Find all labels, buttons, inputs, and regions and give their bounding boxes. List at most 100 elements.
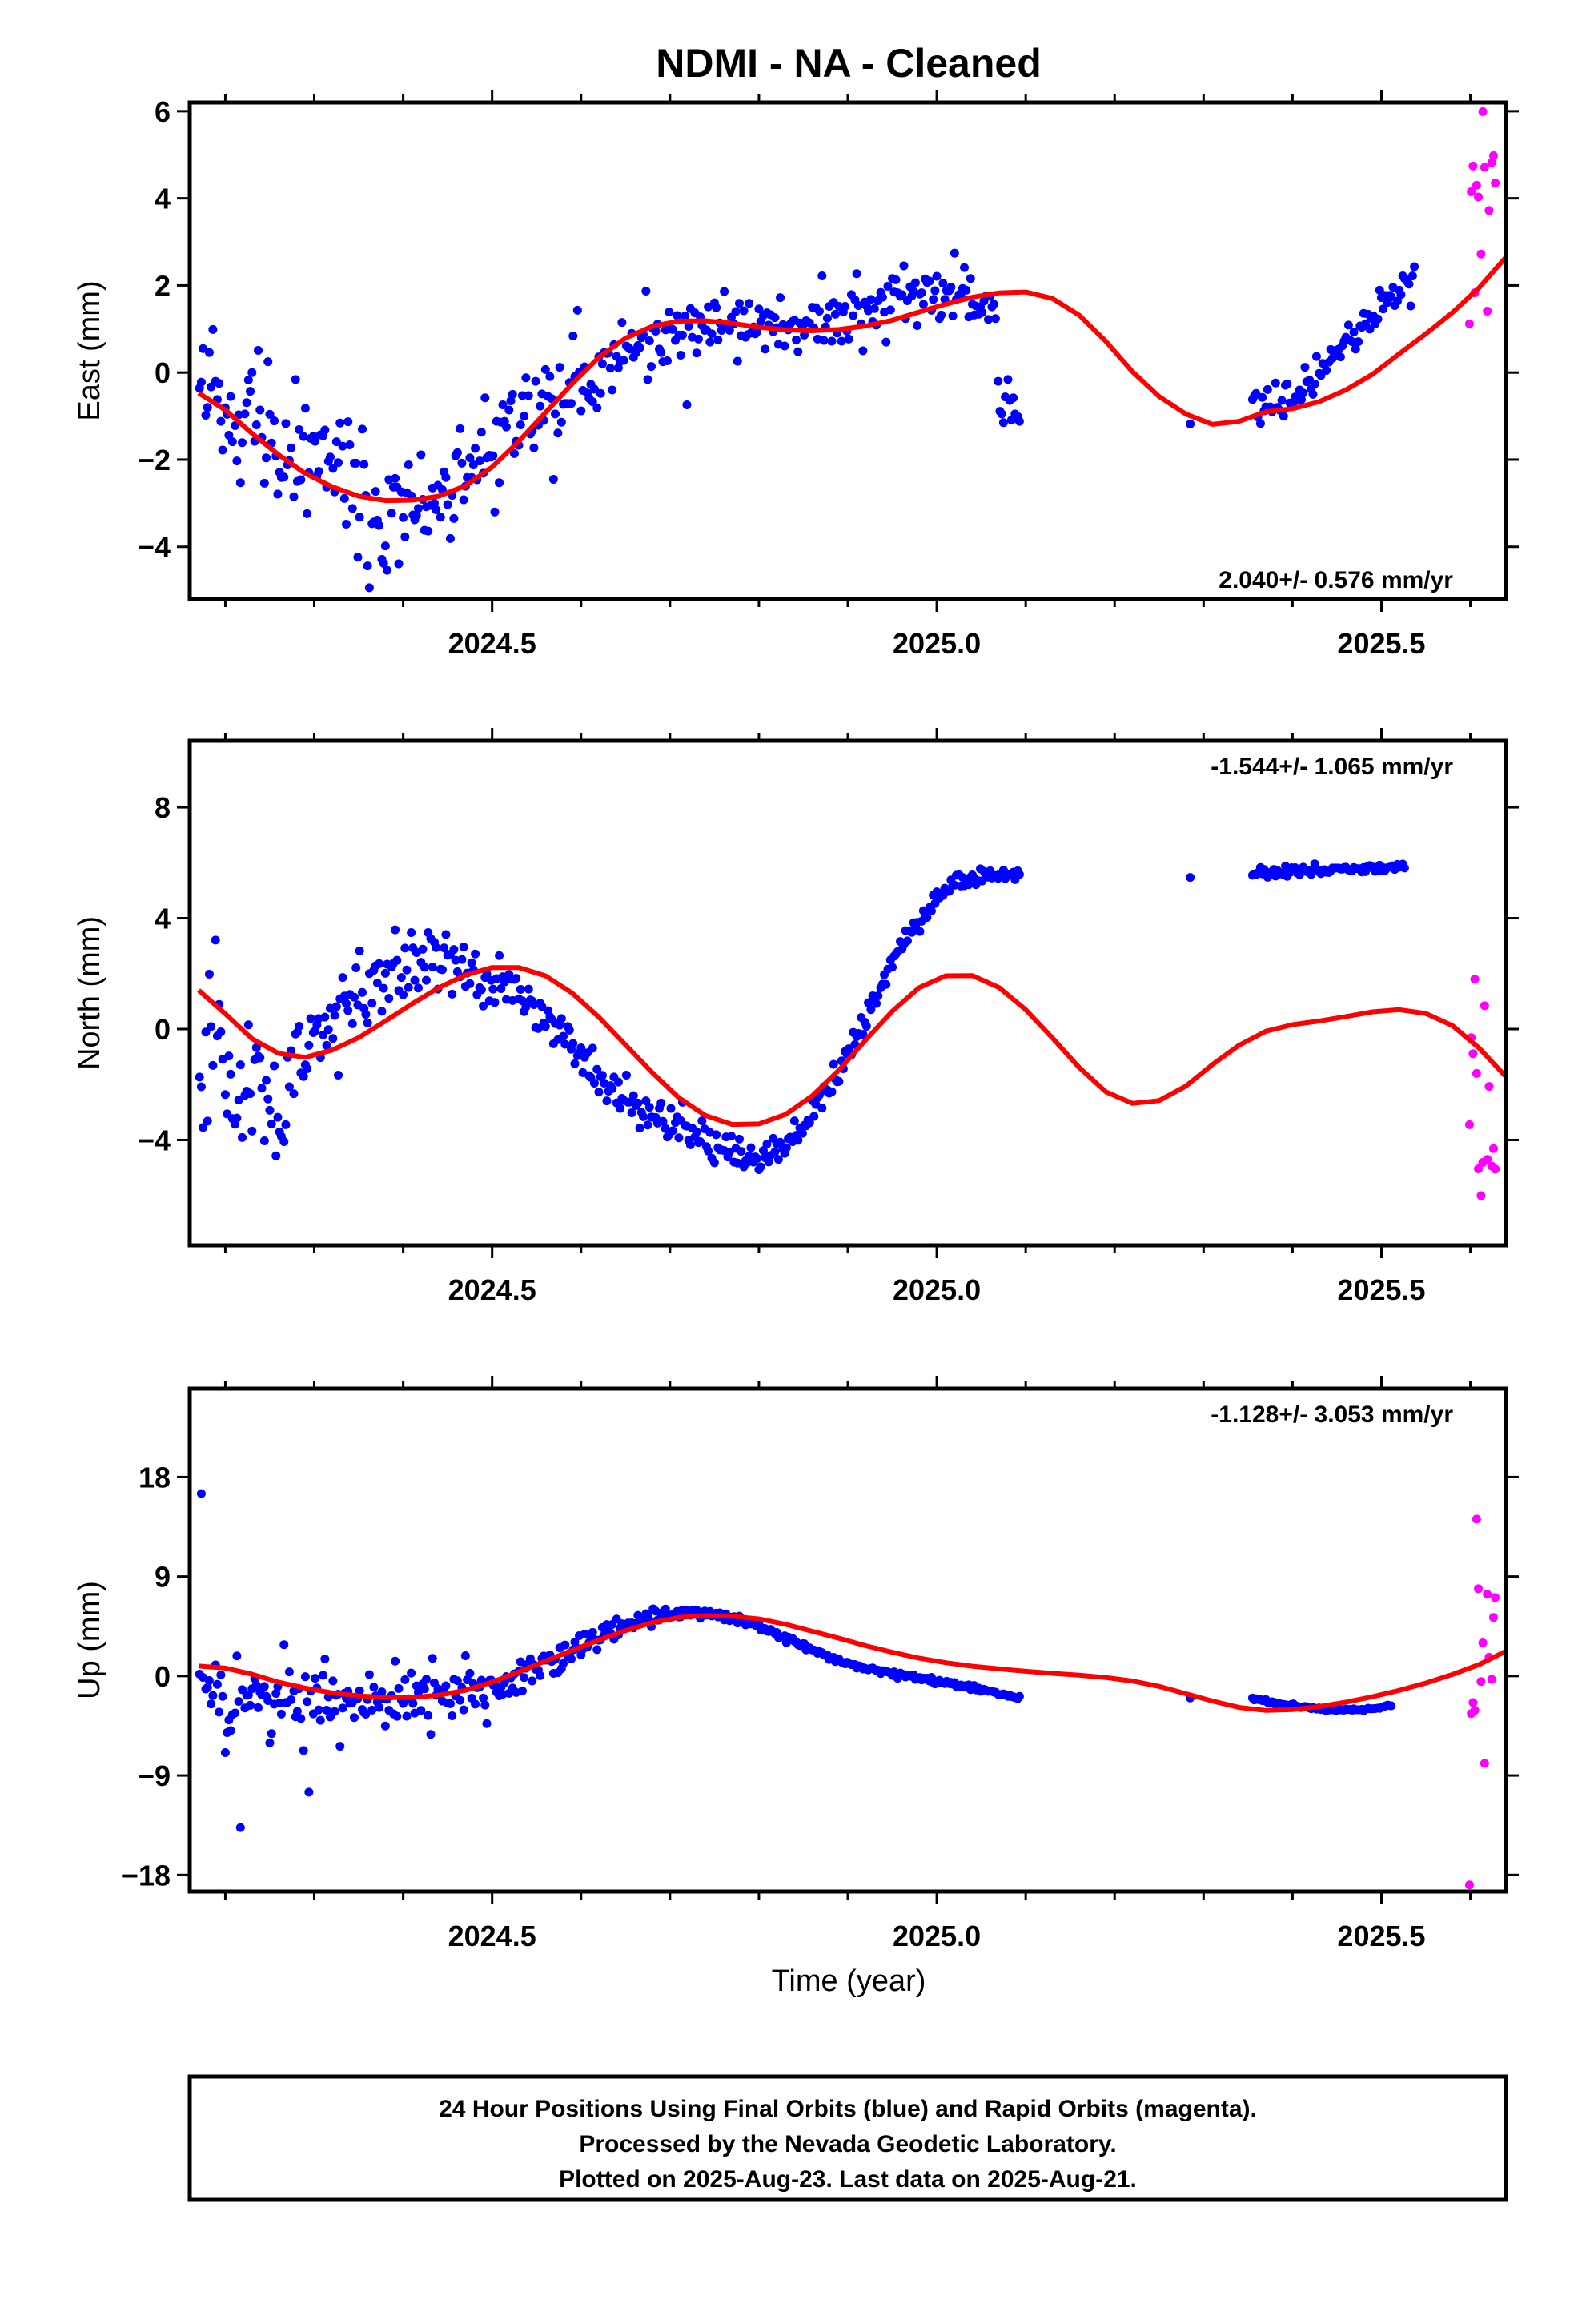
final-orbit-point [651, 1606, 661, 1616]
final-orbit-point [448, 989, 457, 999]
rate-label-east: 2.040+/- 0.576 mm/yr [1219, 567, 1453, 593]
final-orbit-point [449, 513, 459, 523]
fit-curve-east [197, 255, 1506, 504]
final-orbit-point [964, 880, 974, 890]
final-orbit-point [359, 460, 369, 469]
final-orbit-point [1279, 412, 1288, 421]
final-orbit-point [304, 1040, 314, 1050]
final-orbit-point [559, 1031, 568, 1041]
final-orbit-point [930, 286, 940, 296]
rapid-orbit-point [1467, 187, 1476, 196]
final-orbit-point [540, 1022, 550, 1031]
final-orbit-point [384, 994, 394, 1003]
final-orbit-point [315, 1715, 325, 1725]
final-orbit-point [643, 1120, 652, 1130]
final-orbit-point [465, 979, 475, 988]
final-orbit-point [400, 943, 410, 953]
final-orbit-point [841, 302, 850, 312]
final-orbit-point [400, 532, 410, 541]
final-orbit-point [480, 393, 490, 403]
final-orbit-point [369, 1683, 379, 1692]
final-orbit-point [380, 968, 390, 978]
final-orbit-point [361, 1010, 371, 1019]
y-tick-label: −4 [138, 531, 171, 564]
final-orbit-point [1186, 873, 1195, 883]
final-orbit-point [271, 1689, 281, 1699]
final-orbit-point [459, 1705, 468, 1715]
final-orbit-point [371, 487, 380, 497]
final-orbit-point [684, 322, 693, 332]
final-orbit-point [495, 951, 504, 960]
final-orbit-point [428, 962, 437, 971]
footer-line-3: Plotted on 2025-Aug-23. Last data on 202… [559, 2166, 1137, 2193]
final-orbit-point [407, 928, 416, 938]
final-orbit-point [347, 504, 357, 513]
final-orbit-point [668, 324, 677, 334]
final-orbit-point [613, 1077, 623, 1087]
final-orbit-point [328, 1676, 338, 1686]
final-orbit-point [734, 299, 744, 308]
final-orbit-point [279, 1137, 289, 1147]
final-orbit-point [520, 1673, 529, 1683]
final-orbit-point [560, 1640, 570, 1650]
final-orbit-point [516, 420, 525, 429]
final-orbit-point [1283, 379, 1292, 388]
final-orbit-point [383, 565, 392, 575]
final-orbit-point [284, 1082, 294, 1092]
rapid-orbit-point [1474, 192, 1484, 202]
final-orbit-point [712, 303, 721, 312]
final-orbit-point [412, 511, 421, 521]
final-orbit-point [926, 907, 936, 916]
final-orbit-point [195, 1072, 204, 1082]
final-orbit-point [322, 1706, 331, 1715]
final-orbit-point [696, 1137, 705, 1147]
final-orbit-point [978, 308, 987, 317]
final-orbit-point [990, 314, 1000, 324]
final-orbit-point [440, 943, 449, 953]
final-orbit-point [849, 311, 858, 320]
final-orbit-point [443, 500, 452, 509]
final-orbit-point [677, 330, 687, 340]
final-orbit-point [394, 1683, 404, 1693]
final-orbit-point [292, 1707, 302, 1716]
footer-frame [187, 2074, 1508, 2202]
final-orbit-point [471, 444, 480, 453]
final-orbit-point [262, 453, 271, 463]
final-orbit-point [658, 1116, 668, 1126]
final-orbit-point [707, 329, 717, 339]
rapid-orbit-point [1488, 1144, 1498, 1153]
rapid-orbit-point [1480, 163, 1489, 172]
final-orbit-point [725, 325, 734, 335]
x-tick-label: 2025.5 [1337, 1273, 1425, 1306]
final-orbit-point [1387, 292, 1396, 302]
final-orbit-point [257, 1084, 267, 1093]
final-orbit-point [641, 286, 651, 296]
final-orbit-point [822, 313, 832, 323]
final-orbit-point [355, 1686, 364, 1695]
final-orbit-point [208, 1060, 218, 1070]
final-orbit-point [568, 1039, 578, 1048]
final-orbit-point [201, 1027, 211, 1037]
final-orbit-point [246, 1089, 255, 1099]
final-orbit-point [460, 1651, 470, 1660]
points-up [195, 1489, 1500, 1890]
final-orbit-point [608, 385, 617, 395]
final-orbit-point [516, 985, 525, 994]
final-orbit-point [448, 1711, 457, 1721]
final-orbit-point [203, 1116, 212, 1126]
final-orbit-point [852, 269, 861, 279]
final-orbit-point [568, 332, 578, 341]
final-orbit-point [420, 1684, 429, 1694]
final-orbit-point [400, 1675, 410, 1684]
y-tick-label: 6 [155, 95, 171, 128]
final-orbit-point [456, 424, 465, 433]
final-orbit-point [396, 973, 406, 983]
rapid-orbit-point [1484, 206, 1494, 215]
rate-label-north: -1.544+/- 1.065 mm/yr [1211, 754, 1453, 780]
final-orbit-point [247, 1126, 257, 1136]
final-orbit-point [304, 1787, 314, 1797]
final-orbit-point [416, 450, 426, 460]
rapid-orbit-point [1478, 1638, 1488, 1647]
final-orbit-point [1387, 1701, 1396, 1711]
final-orbit-point [608, 1084, 617, 1093]
